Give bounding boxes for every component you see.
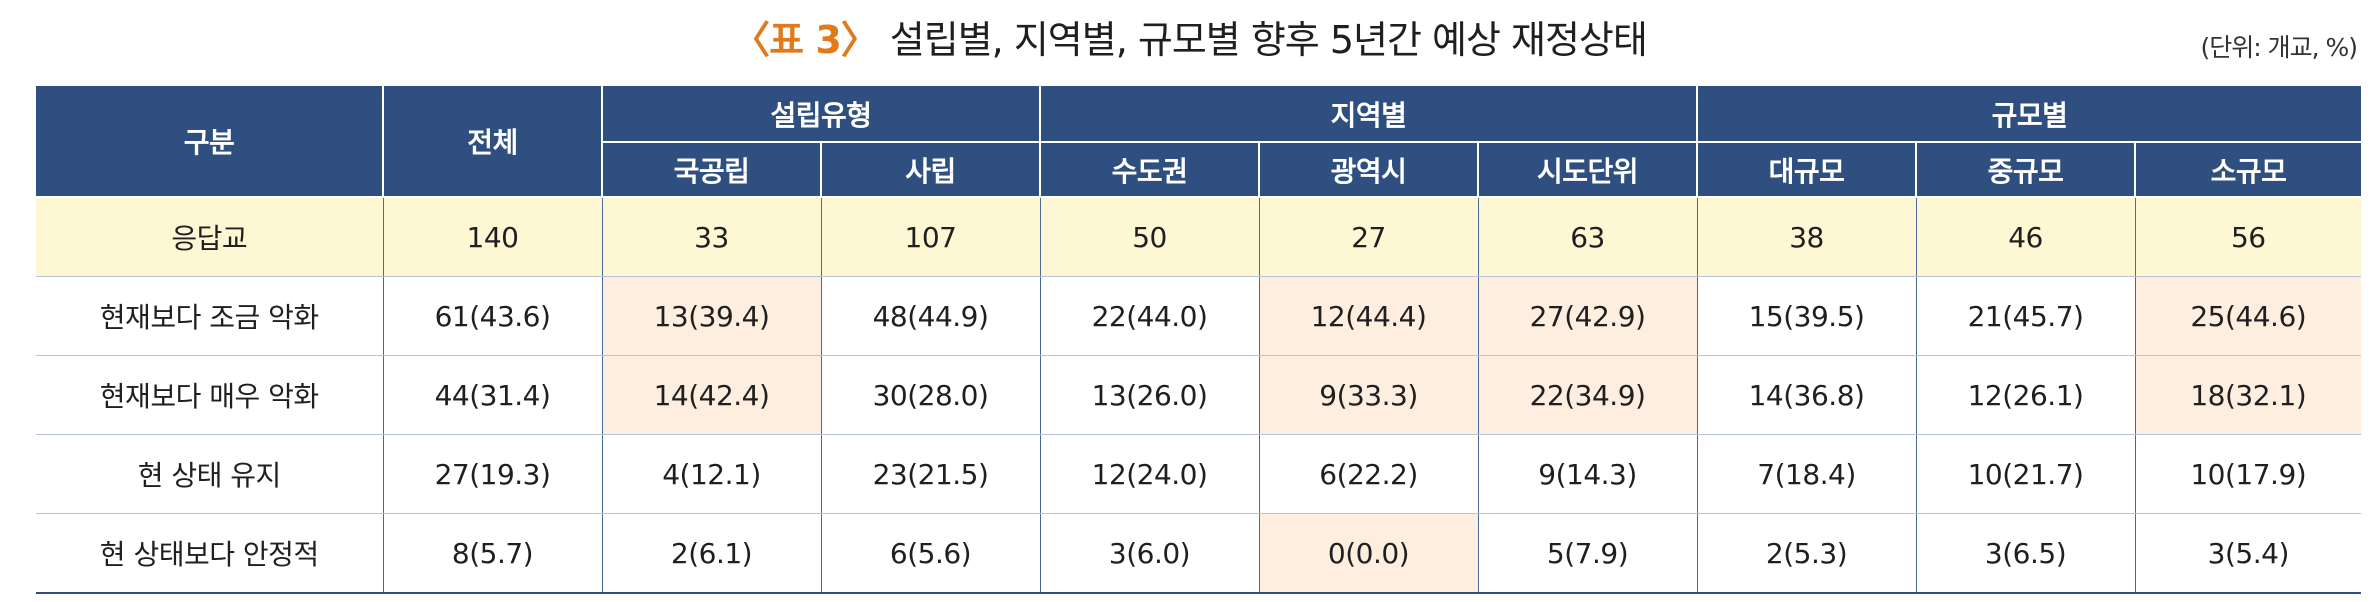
header-row-2: 국공립 사립 수도권 광역시 시도단위 대규모 중규모 소규모 bbox=[36, 142, 2362, 198]
table-row-slightly-worse: 현재보다 조금 악화 61(43.6) 13(39.4) 48(44.9) 22… bbox=[36, 276, 2362, 356]
table-cell: 3(6.5) bbox=[1916, 513, 2136, 594]
table-cell-highlighted: 27(42.9) bbox=[1478, 276, 1698, 356]
table-cell: 33 bbox=[602, 197, 822, 277]
row-label: 현 상태보다 안정적 bbox=[36, 513, 384, 594]
table-row-much-worse: 현재보다 매우 악화 44(31.4) 14(42.4) 30(28.0) 13… bbox=[36, 355, 2362, 435]
header-total: 전체 bbox=[383, 86, 603, 198]
header-province: 시도단위 bbox=[1478, 142, 1699, 198]
header-small: 소규모 bbox=[2135, 142, 2362, 198]
table-cell: 13(26.0) bbox=[1040, 355, 1260, 435]
table-cell: 56 bbox=[2135, 197, 2362, 277]
table-cell: 30(28.0) bbox=[821, 355, 1041, 435]
header-capital-area: 수도권 bbox=[1040, 142, 1261, 198]
row-label: 현재보다 매우 악화 bbox=[36, 355, 384, 435]
table-cell: 10(17.9) bbox=[2135, 434, 2362, 514]
table-cell: 5(7.9) bbox=[1478, 513, 1698, 594]
header-group-establishment: 설립유형 bbox=[602, 86, 1042, 143]
table-cell: 6(5.6) bbox=[821, 513, 1041, 594]
table-cell: 7(18.4) bbox=[1697, 434, 1917, 514]
table-cell: 4(12.1) bbox=[602, 434, 822, 514]
header-category: 구분 bbox=[36, 86, 384, 198]
table-cell-highlighted: 12(44.4) bbox=[1259, 276, 1479, 356]
table-cell: 3(6.0) bbox=[1040, 513, 1260, 594]
table-cell: 8(5.7) bbox=[383, 513, 603, 594]
table-cell: 50 bbox=[1040, 197, 1260, 277]
row-label: 현 상태 유지 bbox=[36, 434, 384, 514]
data-table: 구분 전체 설립유형 지역별 규모별 국공립 사립 수도권 광역시 시도단위 대… bbox=[36, 86, 2362, 594]
table-cell: 22(44.0) bbox=[1040, 276, 1260, 356]
table-cell: 10(21.7) bbox=[1916, 434, 2136, 514]
table-cell-highlighted: 14(42.4) bbox=[602, 355, 822, 435]
table-cell: 63 bbox=[1478, 197, 1698, 277]
table-cell-highlighted: 25(44.6) bbox=[2135, 276, 2362, 356]
header-metropolitan: 광역시 bbox=[1259, 142, 1480, 198]
table-row-respondents: 응답교 140 33 107 50 27 63 38 46 56 bbox=[36, 197, 2362, 277]
header-private: 사립 bbox=[821, 142, 1042, 198]
table-cell: 27 bbox=[1259, 197, 1479, 277]
title-row: 〈표 3〉 설립별, 지역별, 규모별 향후 5년간 예상 재정상태 bbox=[0, 10, 2379, 70]
table-cell: 14(36.8) bbox=[1697, 355, 1917, 435]
row-label: 응답교 bbox=[36, 197, 384, 277]
table-cell-highlighted: 0(0.0) bbox=[1259, 513, 1479, 594]
table-cell: 46 bbox=[1916, 197, 2136, 277]
table-row-maintain: 현 상태 유지 27(19.3) 4(12.1) 23(21.5) 12(24.… bbox=[36, 434, 2362, 514]
table-cell: 38 bbox=[1697, 197, 1917, 277]
table-cell: 3(5.4) bbox=[2135, 513, 2362, 594]
header-row-1: 구분 전체 설립유형 지역별 규모별 bbox=[36, 86, 2362, 198]
table-cell: 15(39.5) bbox=[1697, 276, 1917, 356]
table-cell-highlighted: 22(34.9) bbox=[1478, 355, 1698, 435]
table-cell: 21(45.7) bbox=[1916, 276, 2136, 356]
table-cell: 44(31.4) bbox=[383, 355, 603, 435]
table-cell: 48(44.9) bbox=[821, 276, 1041, 356]
table-title: 〈표 3〉 설립별, 지역별, 규모별 향후 5년간 예상 재정상태 bbox=[732, 10, 1648, 70]
header-group-size: 규모별 bbox=[1697, 86, 2362, 143]
table-cell: 107 bbox=[821, 197, 1041, 277]
header-group-region: 지역별 bbox=[1040, 86, 1699, 143]
table-cell: 140 bbox=[383, 197, 603, 277]
header-large: 대규모 bbox=[1697, 142, 1918, 198]
header-medium: 중규모 bbox=[1916, 142, 2137, 198]
row-label: 현재보다 조금 악화 bbox=[36, 276, 384, 356]
table-cell: 9(14.3) bbox=[1478, 434, 1698, 514]
table-cell: 23(21.5) bbox=[821, 434, 1041, 514]
table-cell: 2(5.3) bbox=[1697, 513, 1917, 594]
table-cell-highlighted: 18(32.1) bbox=[2135, 355, 2362, 435]
unit-note: (단위: 개교, %) bbox=[2200, 33, 2358, 62]
table-number: 〈표 3〉 bbox=[732, 18, 879, 62]
table-cell-highlighted: 9(33.3) bbox=[1259, 355, 1479, 435]
table-cell: 27(19.3) bbox=[383, 434, 603, 514]
table-cell: 2(6.1) bbox=[602, 513, 822, 594]
table-cell: 61(43.6) bbox=[383, 276, 603, 356]
table-cell: 6(22.2) bbox=[1259, 434, 1479, 514]
table-cell: 12(24.0) bbox=[1040, 434, 1260, 514]
table-row-more-stable: 현 상태보다 안정적 8(5.7) 2(6.1) 6(5.6) 3(6.0) 0… bbox=[36, 513, 2362, 594]
table-title-text: 설립별, 지역별, 규모별 향후 5년간 예상 재정상태 bbox=[889, 18, 1648, 62]
table-cell: 12(26.1) bbox=[1916, 355, 2136, 435]
table-cell-highlighted: 13(39.4) bbox=[602, 276, 822, 356]
header-public: 국공립 bbox=[602, 142, 822, 198]
